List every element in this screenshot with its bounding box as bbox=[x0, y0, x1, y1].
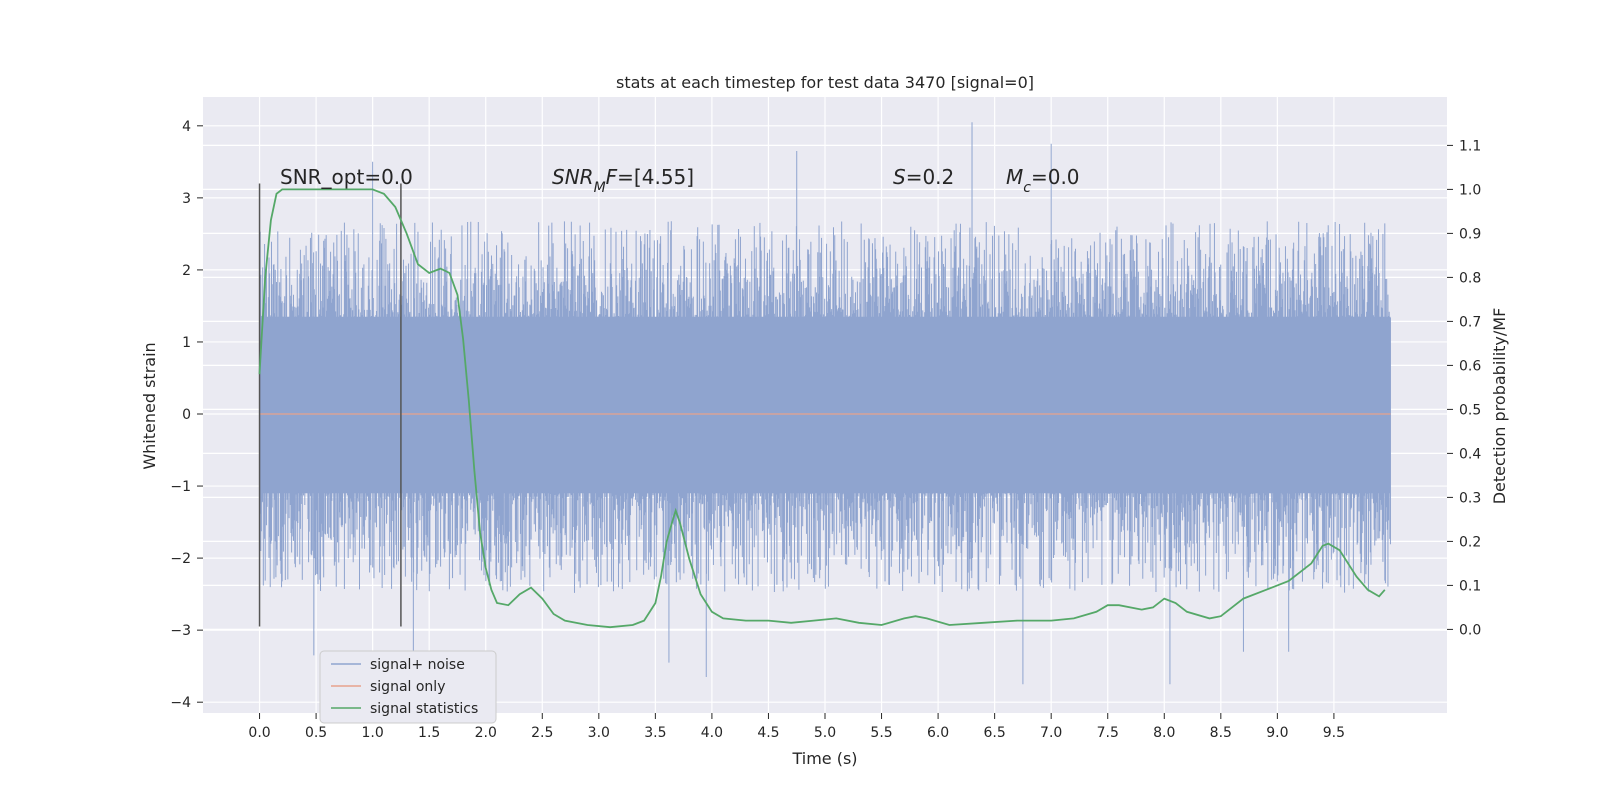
x-tick-label: 7.0 bbox=[1040, 725, 1062, 741]
y-tick-label: 3 bbox=[182, 191, 191, 207]
signal-statistics-line bbox=[258, 188, 1386, 629]
y-tick-label: −1 bbox=[170, 479, 191, 495]
x-tick-label: 1.0 bbox=[362, 725, 384, 741]
y2-axis-label: Detection probability/MF bbox=[1490, 308, 1509, 505]
annotation-snr-opt: SNR_opt=0.0 bbox=[280, 165, 413, 189]
x-tick-label: 5.0 bbox=[814, 725, 836, 741]
y2-tick-label: 0.2 bbox=[1459, 534, 1481, 550]
legend-label-signal-only: signal only bbox=[370, 679, 445, 695]
x-tick-label: 6.0 bbox=[927, 725, 949, 741]
x-tick-label: 3.5 bbox=[644, 725, 666, 741]
y2-tick-label: 0.6 bbox=[1459, 358, 1481, 374]
x-tick-label: 2.0 bbox=[475, 725, 497, 741]
annotation-s-value: S=0.2 bbox=[893, 165, 954, 189]
y-tick-label: 2 bbox=[182, 263, 191, 279]
y-tick-label: −2 bbox=[170, 551, 191, 567]
y2-tick-label: 0.8 bbox=[1459, 270, 1481, 286]
y-tick-label: −4 bbox=[170, 695, 191, 711]
legend-label-signal-statistics: signal statistics bbox=[370, 701, 478, 717]
x-axis-label: Time (s) bbox=[791, 749, 857, 768]
y-tick-label: −3 bbox=[170, 623, 191, 639]
x-tick-label: 9.0 bbox=[1266, 725, 1288, 741]
y2-tick-label: 0.9 bbox=[1459, 226, 1481, 242]
y-axis-label: Whitened strain bbox=[140, 342, 159, 469]
x-tick-label: 6.5 bbox=[984, 725, 1006, 741]
y-tick-label: 1 bbox=[182, 335, 191, 351]
y2-tick-label: 0.7 bbox=[1459, 314, 1481, 330]
x-tick-label: 8.0 bbox=[1153, 725, 1175, 741]
x-tick-label: 3.0 bbox=[588, 725, 610, 741]
y2-tick-label: 0.1 bbox=[1459, 578, 1481, 594]
legend-label-signal-noise: signal+ noise bbox=[370, 657, 465, 673]
series-signal-statistics bbox=[258, 188, 1386, 629]
x-tick-label: 9.5 bbox=[1323, 725, 1345, 741]
axes: 0.0 0.5 1.0 1.5 2.0 2.5 3.0 3.5 4.0 4.5 5.0 5.5 6.0 6… bbox=[170, 119, 1481, 741]
y2-tick-label: 0.4 bbox=[1459, 446, 1481, 462]
x-tick-label: 1.5 bbox=[418, 725, 440, 741]
series-signal-noise bbox=[259, 122, 1391, 685]
x-tick-label: 0.5 bbox=[305, 725, 327, 741]
x-tick-label: 8.5 bbox=[1210, 725, 1232, 741]
y2-tick-label: 1.0 bbox=[1459, 182, 1481, 198]
x-tick-label: 7.5 bbox=[1097, 725, 1119, 741]
x-tick-label: 2.5 bbox=[531, 725, 553, 741]
x-tick-label: 0.0 bbox=[248, 725, 270, 741]
annotation-snr-mf: SNRMF=[4.55] bbox=[552, 165, 694, 196]
chart-title: stats at each timestep for test data 347… bbox=[616, 73, 1034, 92]
legend: signal+ noise signal only signal statist… bbox=[319, 650, 497, 724]
y2-tick-label: 0.5 bbox=[1459, 402, 1481, 418]
marker-lines bbox=[258, 183, 402, 627]
x-tick-label: 4.5 bbox=[757, 725, 779, 741]
annotations: SNR_opt=0.0 SNRMF=[4.55] S=0.2 Mc=0.0 bbox=[280, 165, 1080, 196]
y2-tick-label: 1.1 bbox=[1459, 138, 1481, 154]
annotation-mc-value: Mc=0.0 bbox=[1006, 165, 1080, 196]
y2-tick-label: 0.3 bbox=[1459, 490, 1481, 506]
x-tick-label: 5.5 bbox=[870, 725, 892, 741]
y-tick-label: 0 bbox=[182, 407, 191, 423]
y2-tick-label: 0.0 bbox=[1459, 622, 1481, 638]
y-tick-label: 4 bbox=[182, 119, 191, 135]
x-tick-label: 4.0 bbox=[701, 725, 723, 741]
legend-box bbox=[319, 650, 497, 724]
